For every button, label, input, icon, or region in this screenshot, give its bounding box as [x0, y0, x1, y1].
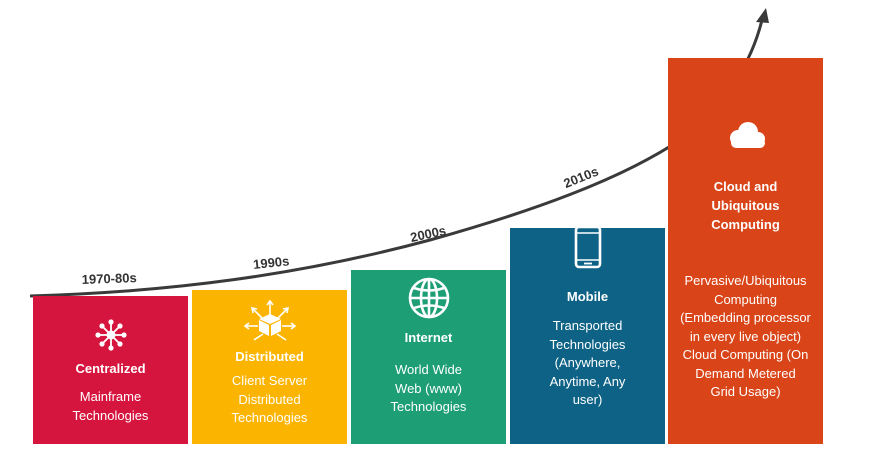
era-desc-distributed: Client Server Distributed Technologies	[192, 372, 347, 428]
era-desc-mobile: Transported Technologies (Anywhere, Anyt…	[510, 317, 665, 410]
era-title-distributed: Distributed	[235, 349, 304, 364]
desc-line: Grid Usage)	[710, 384, 781, 399]
era-distributed: Distributed Client Server Distributed Te…	[192, 290, 347, 444]
title-line: Ubiquitous	[711, 198, 780, 213]
era-internet: Internet World Wide Web (www) Technologi…	[351, 270, 506, 444]
desc-line: Distributed	[238, 391, 301, 407]
era-title-internet: Internet	[404, 330, 453, 345]
desc-line: (Anywhere,	[554, 355, 621, 370]
era-title-mobile: Mobile	[566, 289, 609, 304]
desc-line: Transported	[552, 318, 623, 333]
era-title-centralized: Centralized	[75, 361, 146, 376]
desc-line: user)	[572, 392, 603, 407]
desc-line: Technologies	[549, 336, 626, 352]
era-mobile: Mobile Transported Technologies (Anywher…	[510, 225, 665, 444]
era-cloud: Cloud and Ubiquitous Computing Pervasive…	[668, 58, 823, 444]
era-desc-cloud: Pervasive/Ubiquitous Computing (Embeddin…	[668, 272, 823, 402]
desc-line: Pervasive/Ubiquitous	[684, 273, 807, 288]
desc-line: Technologies	[390, 399, 467, 414]
desc-line: Computing	[714, 291, 777, 307]
desc-line: Client Server	[231, 373, 308, 388]
desc-line: Technologies	[72, 407, 149, 423]
decade-label-1970-80s: 1970-80s	[81, 270, 137, 287]
desc-line: Anytime, Any	[549, 373, 626, 389]
desc-line: in every live object)	[689, 328, 802, 344]
distributed-box-icon	[192, 298, 347, 342]
globe-icon	[351, 274, 506, 322]
arrow-head-icon	[756, 8, 769, 23]
era-centralized: Centralized Mainframe Technologies	[33, 296, 188, 444]
desc-line: Technologies	[231, 410, 308, 425]
title-line: Cloud and	[713, 179, 778, 194]
title-line: Computing	[711, 217, 780, 232]
era-title-cloud: Cloud and Ubiquitous Computing	[668, 177, 823, 234]
era-desc-centralized: Mainframe Technologies	[33, 388, 188, 425]
desc-line: (Embedding processor	[680, 310, 811, 325]
desc-line: World Wide	[395, 362, 462, 377]
smartphone-icon	[510, 225, 665, 269]
desc-line: Cloud Computing (On	[682, 347, 809, 362]
desc-line: Demand Metered	[695, 365, 796, 381]
network-hub-icon	[33, 318, 188, 352]
desc-line: Web (www)	[395, 380, 462, 396]
desc-line: Mainframe	[79, 389, 142, 404]
cloud-icon	[668, 120, 823, 150]
era-desc-internet: World Wide Web (www) Technologies	[351, 361, 506, 417]
